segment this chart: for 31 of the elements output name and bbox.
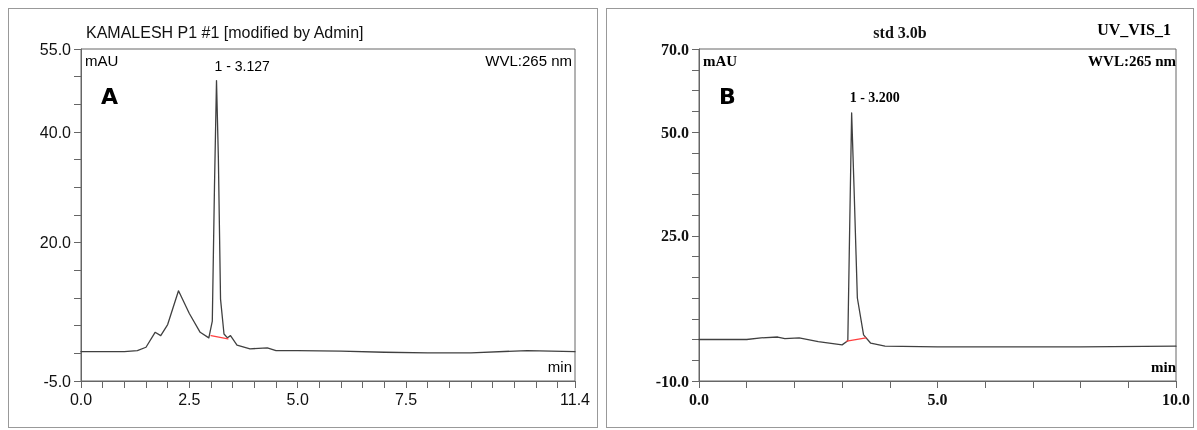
annotation: B bbox=[719, 83, 736, 109]
y-axis-title: mAU bbox=[85, 52, 119, 69]
x-axis-title: min bbox=[1151, 358, 1177, 375]
annotation: A bbox=[101, 83, 119, 109]
y-tick-label: 55.0 bbox=[39, 40, 72, 58]
x-tick-label: 0.0 bbox=[689, 390, 709, 408]
x-tick-label: 11.4 bbox=[560, 390, 591, 408]
x-tick-label: 10.0 bbox=[1162, 390, 1190, 408]
y-tick-label: 40.0 bbox=[39, 123, 72, 141]
chart-title: std 3.0b bbox=[873, 23, 927, 41]
x-tick-label: 0.0 bbox=[69, 390, 93, 408]
y-tick-label: 50.0 bbox=[661, 123, 689, 141]
annotation: 1 - 3.127 bbox=[214, 57, 270, 74]
y-axis-title: mAU bbox=[703, 52, 738, 69]
annotation: WVL:265 nm bbox=[485, 52, 573, 69]
line-series bbox=[698, 112, 1177, 348]
y-tick-label: 20.0 bbox=[39, 234, 72, 252]
x-tick-label: 5.0 bbox=[286, 390, 309, 408]
chart-title: KAMALESH P1 #1 [modified by Admin] bbox=[86, 23, 364, 41]
y-tick-label: -10.0 bbox=[655, 372, 689, 390]
annotation: WVL:265 nm bbox=[1088, 52, 1177, 69]
x-tick-label: 7.5 bbox=[394, 390, 418, 408]
x-axis-title: min bbox=[547, 358, 572, 375]
line-series bbox=[80, 79, 576, 354]
y-tick-label: 25.0 bbox=[661, 227, 689, 245]
y-tick-label: 70.0 bbox=[661, 40, 689, 58]
text: UV_VIS_1 bbox=[1097, 20, 1172, 38]
x-tick-label: 5.0 bbox=[927, 390, 948, 408]
y-tick-label: -5.0 bbox=[43, 372, 72, 390]
x-tick-label: 2.5 bbox=[178, 390, 201, 408]
annotation: 1 - 3.200 bbox=[849, 90, 900, 106]
